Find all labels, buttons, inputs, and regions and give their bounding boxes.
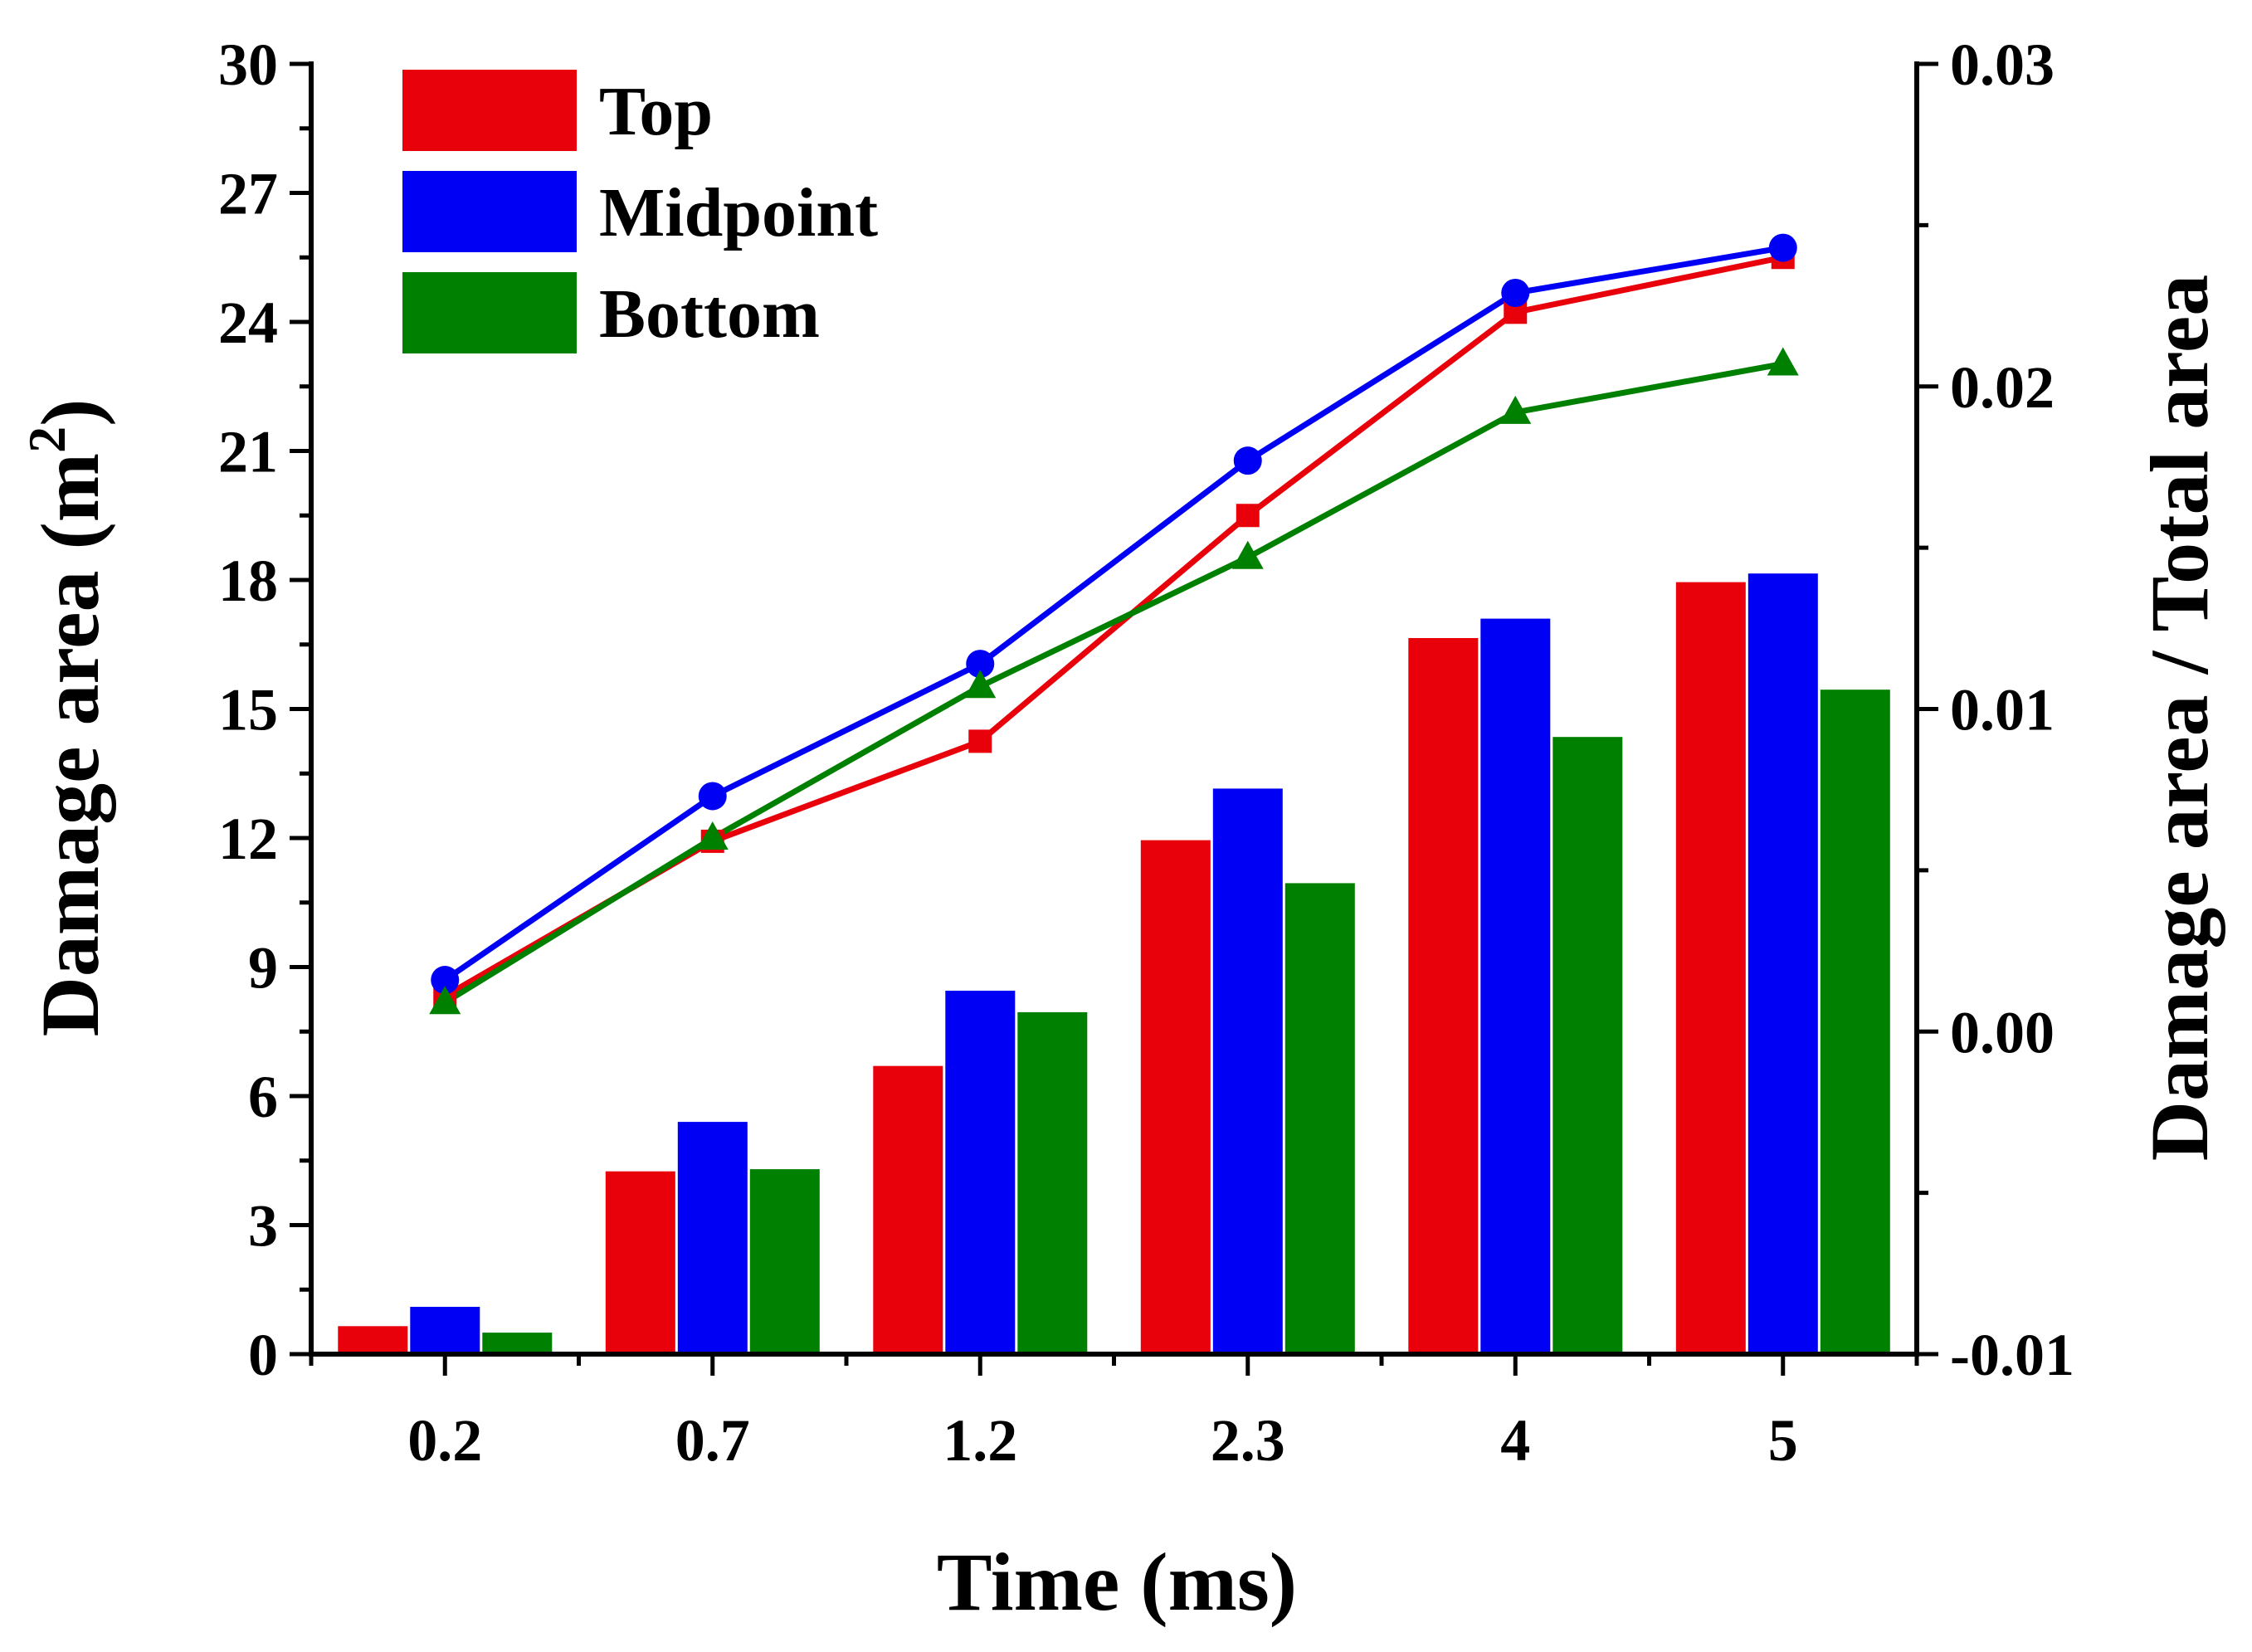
legend: Top Midpoint Bottom — [402, 70, 878, 353]
axes-group — [290, 61, 1938, 1376]
y2-tick-label: 0.03 — [1950, 32, 2055, 98]
x-tick-label: 1.2 — [943, 1407, 1017, 1474]
bar-midpoint-1.2 — [945, 991, 1016, 1354]
y2-tick-label: 0.00 — [1950, 999, 2055, 1065]
marker-midpoint-2.3 — [1233, 446, 1262, 475]
marker-bottom-1.2 — [964, 670, 997, 699]
legend-swatch-top — [402, 70, 577, 151]
tick-label-group: 0 3 6 9 12 15 18 21 24 27 30 -0.01 0.00 0.01 0.02 0.03 0… — [218, 32, 2074, 1474]
bar-top-1.2 — [873, 1065, 943, 1354]
legend-label-midpoint: Midpoint — [599, 174, 878, 251]
marker-bottom-2.3 — [1231, 540, 1264, 569]
line-group — [429, 233, 1799, 1015]
legend-label-bottom: Bottom — [599, 275, 820, 353]
legend-label-top: Top — [599, 73, 713, 150]
y-tick-label: 18 — [218, 548, 278, 614]
x-tick-label: 4 — [1500, 1407, 1530, 1474]
marker-bottom-4 — [1499, 395, 1532, 424]
y-tick-label: 3 — [248, 1193, 278, 1260]
x-tick-label: 0.7 — [675, 1407, 750, 1474]
y2-tick-label: 0.02 — [1950, 354, 2055, 421]
bar-group — [338, 573, 1890, 1354]
bar-midpoint-4 — [1480, 618, 1551, 1354]
y-tick-label: 27 — [218, 161, 278, 227]
y-axis-title-superscript: 2 — [17, 426, 76, 453]
y-tick-label: 12 — [218, 806, 278, 872]
bar-midpoint-0.2 — [410, 1307, 480, 1354]
bar-bottom-1.2 — [1017, 1011, 1088, 1354]
bar-top-0.7 — [605, 1171, 675, 1354]
y-tick-label: 24 — [218, 290, 278, 356]
marker-midpoint-0.7 — [698, 782, 727, 811]
marker-bottom-5 — [1767, 347, 1799, 376]
marker-top-2.3 — [1236, 504, 1260, 528]
y-tick-label: 9 — [248, 935, 278, 1001]
bar-bottom-4 — [1553, 737, 1623, 1354]
y-tick-label: 6 — [248, 1064, 278, 1130]
y-tick-label: 21 — [218, 419, 278, 485]
y2-tick-label: 0.01 — [1950, 677, 2055, 743]
bar-bottom-5 — [1820, 690, 1890, 1354]
marker-top-1.2 — [968, 729, 992, 753]
y2-axis-title: Damage area / Total area — [2133, 275, 2225, 1161]
bar-bottom-2.3 — [1284, 883, 1355, 1354]
marker-bottom-0.7 — [696, 821, 729, 850]
marker-midpoint-0.2 — [431, 966, 460, 995]
bar-midpoint-2.3 — [1212, 788, 1283, 1354]
bar-bottom-0.7 — [749, 1169, 820, 1354]
y-axis-title: Damage area (m2) — [17, 399, 116, 1037]
legend-swatch-midpoint — [402, 171, 577, 252]
y-tick-label: 15 — [218, 677, 278, 743]
bar-top-0.2 — [338, 1326, 408, 1354]
bar-midpoint-5 — [1747, 573, 1818, 1354]
bar-top-5 — [1675, 582, 1746, 1354]
bar-midpoint-0.7 — [677, 1122, 748, 1354]
marker-bottom-0.2 — [429, 986, 461, 1015]
legend-swatch-bottom — [402, 272, 577, 353]
y-axis-title-main: Damage area (m — [24, 453, 116, 1036]
bar-top-4 — [1408, 638, 1479, 1354]
bar-bottom-0.2 — [482, 1333, 553, 1354]
marker-midpoint-4 — [1501, 279, 1530, 308]
line-bottom — [443, 361, 1784, 1006]
marker-midpoint-5 — [1768, 233, 1797, 262]
x-tick-label: 5 — [1768, 1407, 1798, 1474]
x-axis-title: Time (ms) — [937, 1536, 1297, 1628]
marker-midpoint-1.2 — [966, 650, 995, 679]
y2-tick-label: -0.01 — [1950, 1322, 2074, 1388]
y-axis-title-close: ) — [24, 399, 116, 426]
y-tick-label: 0 — [248, 1322, 278, 1388]
x-tick-label: 0.2 — [407, 1407, 482, 1474]
x-tick-label: 2.3 — [1211, 1407, 1285, 1474]
bar-top-2.3 — [1140, 840, 1211, 1354]
line-midpoint — [443, 245, 1784, 982]
y-tick-label: 30 — [218, 32, 278, 98]
